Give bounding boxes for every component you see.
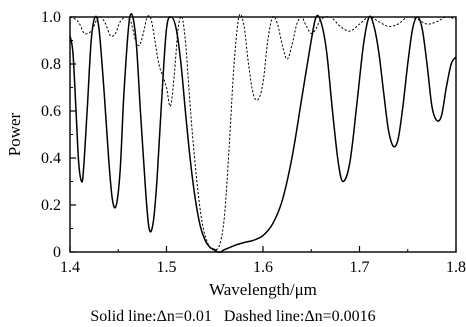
y-tick-label: 0.6	[41, 103, 61, 120]
x-tick-label: 1.4	[60, 259, 80, 276]
y-tick-label: 0.2	[41, 197, 61, 214]
tick-labels: 1.4 1.5 1.6 1.7 1.8 0 0.2 0.4 0.6 0.8 1.0	[41, 9, 466, 276]
series-layer	[69, 13, 457, 254]
x-tick-label: 1.5	[157, 259, 177, 276]
x-axis-label: Wavelength/μm	[209, 280, 317, 299]
x-tick-label: 1.8	[446, 259, 466, 276]
y-tick-label: 0	[53, 244, 61, 261]
x-tick-label: 1.7	[350, 259, 370, 276]
y-axis-label: Power	[5, 112, 24, 156]
plot-area	[69, 13, 457, 254]
y-tick-label: 1.0	[41, 9, 61, 26]
dashed-line-series	[69, 13, 457, 251]
axis-ticks	[69, 16, 457, 253]
chart-caption: Solid line:Δn=0.01 Dashed line:Δn=0.0016	[90, 308, 375, 325]
x-tick-label: 1.6	[253, 259, 273, 276]
solid-line-series	[69, 13, 457, 254]
y-tick-label: 0.8	[41, 56, 61, 73]
y-tick-label: 0.4	[41, 150, 61, 167]
plot-frame	[69, 16, 457, 253]
